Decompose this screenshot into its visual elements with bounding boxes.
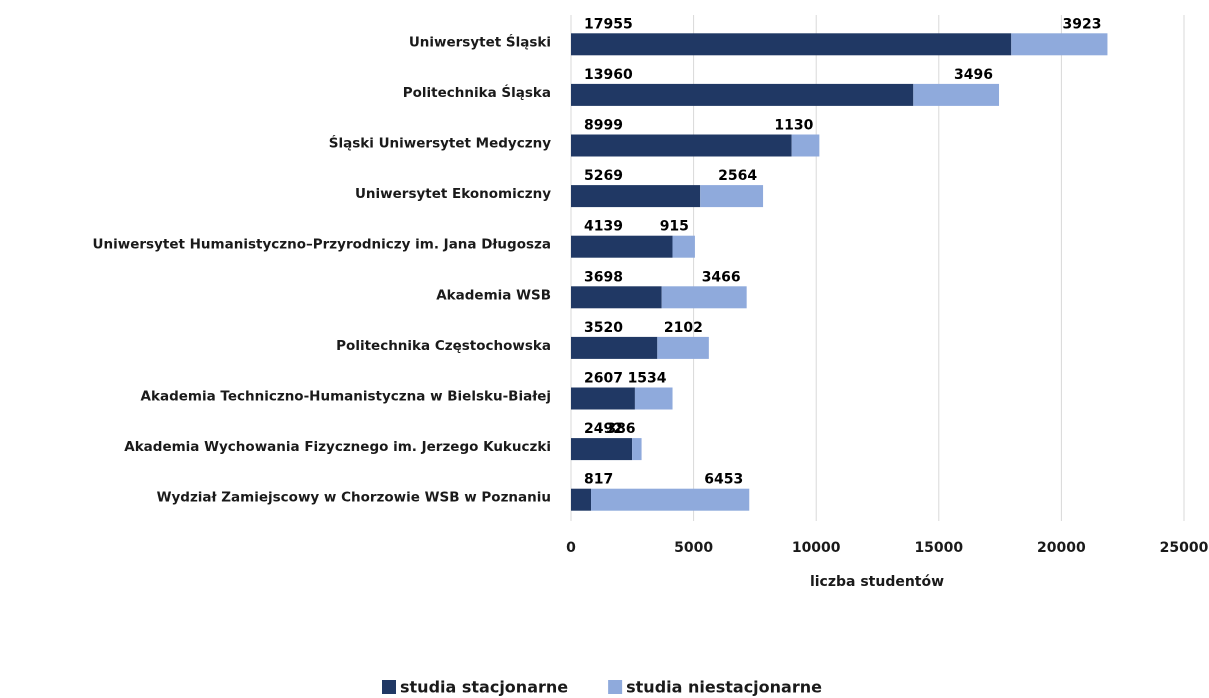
bar-segment	[591, 488, 750, 511]
bar-segment	[571, 83, 914, 106]
category-label: Uniwersytet Ekonomiczny	[355, 186, 551, 202]
bar-segment	[571, 185, 701, 208]
data-label: 2102	[664, 320, 703, 336]
bar-segment	[571, 336, 658, 359]
x-axis-label: liczba studentów	[810, 574, 944, 590]
data-label: 2564	[718, 168, 757, 184]
data-label: 6453	[704, 472, 743, 488]
bar-segment	[571, 387, 635, 410]
x-tick-label: 15000	[914, 540, 963, 556]
category-label: Akademia WSB	[436, 287, 551, 303]
bar-segment	[661, 286, 747, 309]
bar-segment	[791, 134, 820, 157]
legend-swatch	[382, 680, 396, 694]
bar-segment	[632, 438, 642, 461]
category-label: Wydział Zamiejscowy w Chorzowie WSB w Po…	[157, 490, 551, 506]
data-label: 915	[660, 219, 689, 235]
data-label: 13960	[584, 67, 633, 83]
bar-segment	[634, 387, 673, 410]
data-label: 1534	[628, 371, 667, 387]
data-label: 17955	[584, 16, 633, 32]
category-label: Uniwersytet Humanistyczno–Przyrodniczy i…	[93, 237, 551, 253]
data-label: 3698	[584, 269, 623, 285]
data-label: 4139	[584, 219, 623, 235]
bar-segment	[657, 336, 709, 359]
data-label: 3466	[702, 269, 741, 285]
data-label: 817	[584, 472, 613, 488]
x-tick-label: 0	[566, 540, 576, 556]
bar-segment	[913, 83, 1000, 106]
category-label: Politechnika Śląska	[403, 83, 551, 101]
category-label: Akademia Techniczno-Humanistyczna w Biel…	[141, 389, 551, 405]
bar-segment	[571, 438, 633, 461]
x-tick-label: 20000	[1037, 540, 1086, 556]
data-label: 2607	[584, 371, 623, 387]
x-tick-label: 5000	[674, 540, 713, 556]
category-label: Uniwersytet Śląski	[409, 32, 551, 50]
data-label: 3923	[1062, 16, 1101, 32]
x-tick-label: 25000	[1160, 540, 1209, 556]
bar-segment	[700, 185, 764, 208]
bar-segment	[1011, 33, 1108, 56]
category-label: Śląski Uniwersytet Medyczny	[329, 134, 551, 152]
bar-segment	[672, 235, 695, 258]
data-label: 2492	[584, 421, 623, 437]
data-label: 5269	[584, 168, 623, 184]
legend-label: studia stacjonarne	[400, 678, 568, 697]
data-label: 3496	[954, 67, 993, 83]
x-tick-label: 10000	[792, 540, 841, 556]
legend-swatch	[608, 680, 623, 694]
bar-segment	[571, 488, 592, 511]
bar-segment	[571, 134, 792, 157]
category-label: Akademia Wychowania Fizycznego im. Jerze…	[124, 439, 551, 455]
bar-segment	[571, 286, 662, 309]
data-label: 386	[606, 421, 635, 437]
category-label: Politechnika Częstochowska	[336, 338, 551, 354]
data-label: 3520	[584, 320, 623, 336]
legend-label: studia niestacjonarne	[626, 678, 822, 697]
bar-segment	[571, 33, 1012, 56]
data-label: 1130	[774, 118, 813, 134]
data-label: 8999	[584, 118, 623, 134]
bar-segment	[571, 235, 673, 258]
